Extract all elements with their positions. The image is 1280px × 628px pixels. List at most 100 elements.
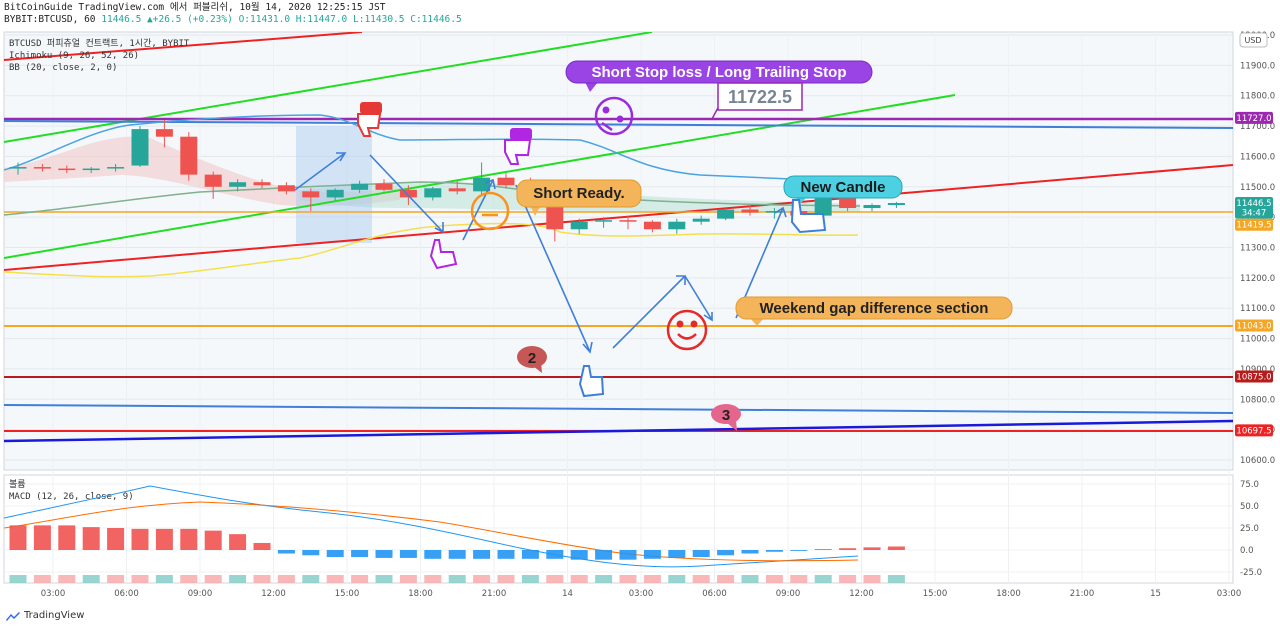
macd-axis[interactable]: 75.0 50.0 25.0 0.0 -25.0	[1240, 480, 1262, 578]
candle-body	[570, 221, 588, 230]
target-price-box[interactable]: 11722.5	[711, 82, 803, 120]
macd-histogram-bar	[351, 550, 369, 558]
time-tick-label: 18:00	[996, 589, 1021, 599]
candle-body	[131, 129, 149, 166]
macd-tick-label: 0.0	[1240, 546, 1254, 556]
signal-line	[4, 501, 859, 562]
change-arrow-icon: ▲	[147, 14, 153, 25]
price-tick-label: 11600.0	[1240, 152, 1275, 162]
new-candle-callout[interactable]: New Candle	[783, 175, 903, 204]
sad-face-icon	[594, 96, 634, 136]
volume-bar	[375, 575, 393, 583]
macd-tick-label: 75.0	[1240, 480, 1259, 490]
macd-histogram-bar	[839, 548, 857, 550]
macd-histogram-bar	[9, 525, 27, 550]
volume-bar	[790, 575, 808, 583]
price-tick-label: 11500.0	[1240, 183, 1275, 193]
brand-name: TradingView	[24, 610, 85, 621]
macd-histogram-bar	[302, 550, 320, 556]
red-trendline	[4, 164, 1233, 271]
price-tick-label: 11200.0	[1240, 274, 1275, 284]
marker-2[interactable]: 2	[517, 346, 547, 373]
projection-arrows	[294, 152, 787, 354]
volume-bar	[668, 575, 686, 583]
macd-histogram-bar	[33, 525, 51, 550]
blue-descending-line	[4, 404, 1233, 414]
volume-bar	[204, 575, 222, 583]
weekend-gap-callout[interactable]: Weekend gap difference section	[735, 296, 1013, 326]
volume-bar	[595, 575, 613, 583]
time-tick-label: 06:00	[702, 589, 727, 599]
price-tick-label: 11100.0	[1240, 304, 1275, 314]
candle-body	[58, 168, 76, 171]
volume-bar	[570, 575, 588, 583]
candle-body	[399, 189, 417, 198]
short-ready-callout[interactable]: Short Ready.	[470, 179, 642, 231]
price-legend: BTCUSD 퍼피츄얼 컨트랙트, 1시간, BYBIT Ichimoku (9…	[9, 38, 190, 73]
macd-histogram-bar	[180, 528, 198, 550]
ichimoku-cloud	[4, 136, 400, 207]
green-channel-bottom	[4, 94, 956, 259]
price-tick-label: 10900.0	[1240, 365, 1275, 375]
macd-histogram-bar	[82, 527, 100, 550]
close-value: C:11446.5	[410, 14, 462, 25]
macd-histogram-bar	[619, 550, 637, 560]
volume-bar	[692, 575, 710, 583]
short-stop-callout[interactable]: Short Stop loss / Long Trailing Stop	[565, 60, 873, 92]
bb-lower	[4, 222, 859, 278]
volume-bar	[155, 575, 173, 583]
marker-3[interactable]: 3	[711, 404, 741, 431]
time-tick-label: 15:00	[335, 589, 360, 599]
green-channel-top	[4, 32, 653, 143]
time-tick-label: 12:00	[261, 589, 286, 599]
smiley-face-icon	[666, 309, 708, 351]
currency-badge[interactable]: USD	[1239, 32, 1268, 48]
volume-bar	[765, 575, 783, 583]
time-axis[interactable]: 03:00 06:00 09:00 12:00 15:00 18:00 21:00 14 03:…	[41, 589, 1242, 599]
candle-body	[375, 183, 393, 190]
price-label-badge	[1235, 370, 1273, 383]
volume-bar	[473, 575, 491, 583]
volume-bar	[839, 575, 857, 583]
candle-body	[204, 174, 222, 187]
time-tick-label: 15:00	[923, 589, 948, 599]
short-ready-text: Short Ready.	[533, 185, 624, 202]
high-value: H:11447.0	[295, 14, 348, 25]
legend-macd: MACD (12, 26, close, 9)	[9, 492, 134, 502]
price-label-text: 11446.5	[1236, 199, 1271, 209]
price-label-badge	[1235, 424, 1273, 437]
hand-pointer-icon	[357, 102, 382, 137]
price-tick-label: 11800.0	[1240, 92, 1275, 102]
candle-body	[277, 185, 295, 192]
price-label-badge	[1235, 206, 1273, 219]
candle-body	[253, 182, 271, 186]
time-tick-label: 09:00	[776, 589, 801, 599]
price-label-badge	[1235, 197, 1273, 210]
volume-bar	[253, 575, 271, 583]
candle-body	[717, 209, 735, 219]
candle-body	[229, 182, 247, 187]
candle-body	[424, 188, 442, 198]
candle-body	[643, 221, 661, 230]
candle-body	[107, 167, 125, 169]
volume-bar	[82, 575, 100, 583]
price-tick-label: 11000.0	[1240, 335, 1275, 345]
candle-body	[863, 205, 881, 209]
price-axis[interactable]: 12000.011900.011800.011700.011600.011500…	[1235, 31, 1275, 466]
candle-body	[741, 209, 759, 213]
price-tick-label: 11300.0	[1240, 244, 1275, 254]
volume-bar	[229, 575, 247, 583]
candle-body	[765, 211, 783, 213]
macd-histogram-bar	[643, 550, 661, 559]
price-label-badge	[1235, 218, 1273, 231]
macd-pane[interactable]	[3, 474, 1234, 584]
candle-body	[326, 189, 344, 198]
volume-bar	[521, 575, 539, 583]
macd-histogram-bar	[863, 547, 881, 550]
price-pane[interactable]	[3, 31, 1234, 471]
price-tick-label: 11900.0	[1240, 61, 1275, 71]
candle-body	[497, 177, 515, 186]
macd-histogram-bar	[887, 546, 905, 550]
hand-pointer-icon	[790, 199, 827, 234]
